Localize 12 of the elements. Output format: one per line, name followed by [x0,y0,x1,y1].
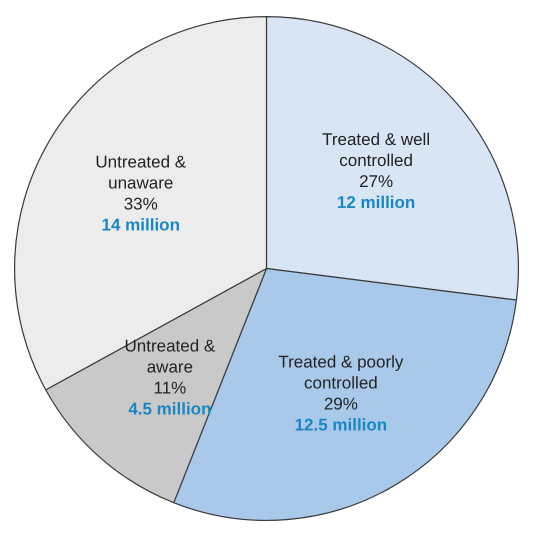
slice-label: Untreated & unaware [95,152,187,192]
text: 12.5 million [294,415,388,434]
text: 4.5 million [128,399,212,418]
data-label: 33% [124,194,158,214]
text: 12 million [336,193,416,212]
slice-label: Treated & poorly controlled [278,352,404,392]
data-label: 29% [324,394,358,414]
slice-label: Treated & well controlled [322,130,430,170]
data-label: 11% [154,378,186,398]
slice-label: Untreated & aware [124,336,216,376]
text: 14 million [102,215,180,234]
data-label: 27% [359,172,394,192]
